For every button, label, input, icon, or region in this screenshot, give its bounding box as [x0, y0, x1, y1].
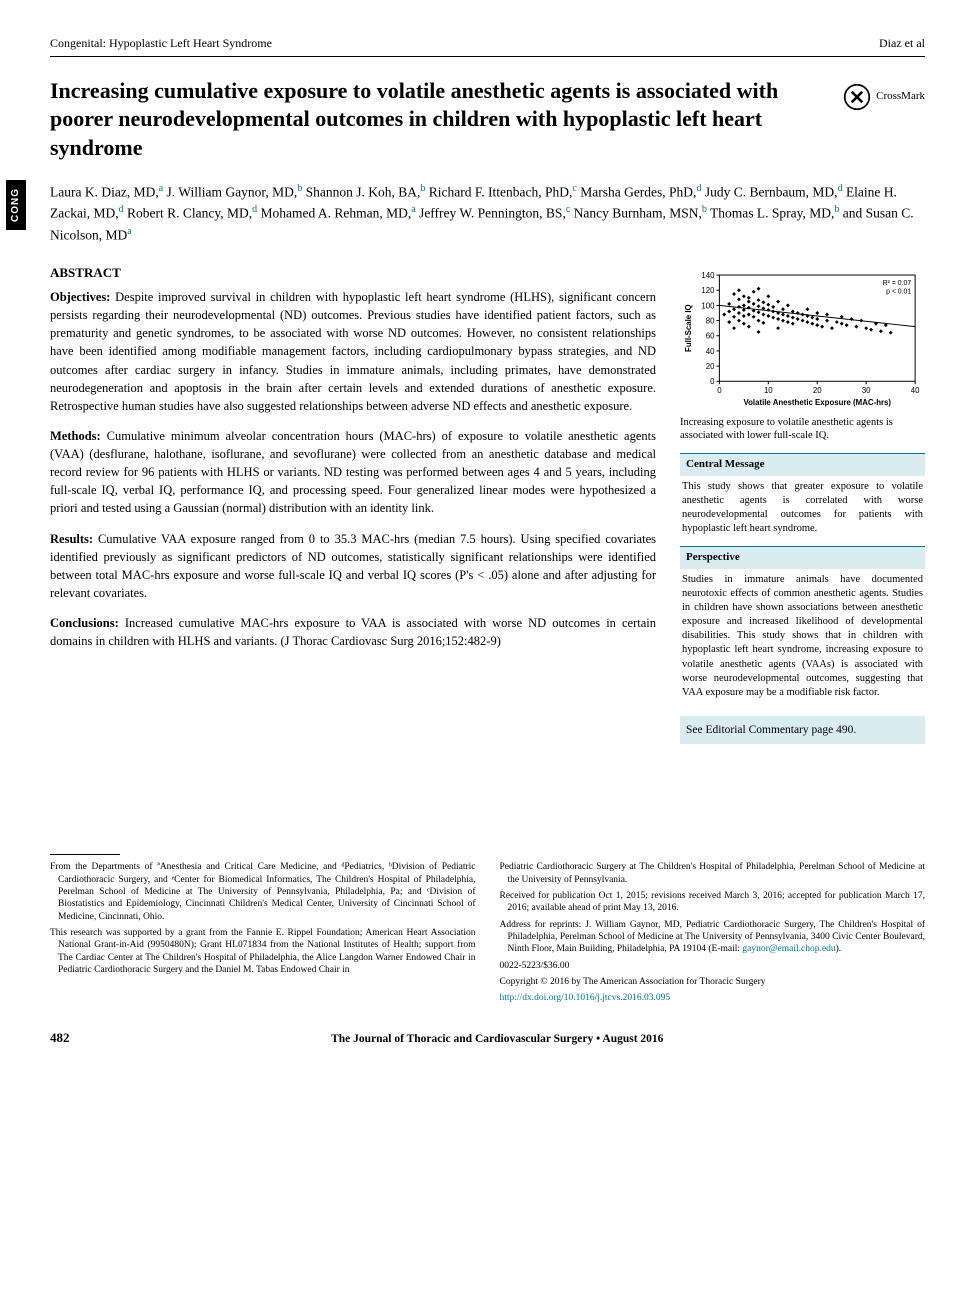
- author: Thomas L. Spray, MD,: [707, 206, 835, 221]
- email-link[interactable]: gaynor@email.chop.edu: [742, 944, 835, 954]
- footnote: From the Departments of ªAnesthesia and …: [50, 861, 476, 923]
- doi-link[interactable]: http://dx.doi.org/10.1016/j.jtcvs.2016.0…: [500, 993, 671, 1003]
- author: Jeffrey W. Pennington, BS,: [416, 206, 566, 221]
- author: Shannon J. Koh, BA,: [302, 184, 420, 199]
- footnote: http://dx.doi.org/10.1016/j.jtcvs.2016.0…: [500, 992, 926, 1004]
- svg-text:10: 10: [764, 386, 773, 395]
- svg-text:40: 40: [706, 347, 715, 356]
- header-left: Congenital: Hypoplastic Left Heart Syndr…: [50, 35, 272, 52]
- perspective-head: Perspective: [680, 546, 925, 568]
- footnote-separator: [50, 854, 120, 855]
- running-header: Congenital: Hypoplastic Left Heart Syndr…: [50, 35, 925, 57]
- svg-text:100: 100: [701, 301, 715, 310]
- figure-caption: Increasing exposure to volatile anesthet…: [680, 416, 925, 443]
- author: Nancy Burnham, MSN,: [570, 206, 702, 221]
- footnotes: From the Departments of ªAnesthesia and …: [50, 861, 925, 1008]
- svg-text:0: 0: [717, 386, 722, 395]
- author: Richard F. Ittenbach, PhD,: [425, 184, 572, 199]
- footnote: Pediatric Cardiothoracic Surgery at The …: [500, 861, 926, 886]
- central-message-head: Central Message: [680, 453, 925, 475]
- article-title: Increasing cumulative exposure to volati…: [50, 77, 823, 163]
- author: Mohamed A. Rehman, MD,: [257, 206, 411, 221]
- footnote: Received for publication Oct 1, 2015; re…: [500, 890, 926, 915]
- affiliation-marker: a: [127, 226, 131, 237]
- svg-text:140: 140: [701, 271, 715, 280]
- author: Marsha Gerdes, PhD,: [577, 184, 697, 199]
- footnote: 0022-5223/$36.00: [500, 960, 926, 972]
- svg-text:Full-Scale IQ: Full-Scale IQ: [684, 304, 693, 352]
- author: J. William Gaynor, MD,: [163, 184, 297, 199]
- header-right: Diaz et al: [879, 35, 925, 52]
- page-footer: 482 The Journal of Thoracic and Cardiova…: [50, 1029, 925, 1047]
- svg-text:0: 0: [710, 377, 715, 386]
- abstract-objectives: Objectives: Despite improved survival in…: [50, 288, 656, 415]
- section-tab: CONG: [6, 180, 26, 230]
- svg-text:p < 0.01: p < 0.01: [886, 289, 911, 296]
- svg-text:20: 20: [706, 362, 715, 371]
- svg-text:80: 80: [706, 316, 715, 325]
- abstract-heading: ABSTRACT: [50, 264, 656, 282]
- author: Laura K. Diaz, MD,: [50, 184, 159, 199]
- crossmark-label: CrossMark: [876, 89, 925, 104]
- footnote: Copyright © 2016 by The American Associa…: [500, 976, 926, 988]
- abstract-results: Results: Cumulative VAA exposure ranged …: [50, 530, 656, 603]
- svg-text:60: 60: [706, 332, 715, 341]
- crossmark-icon: [843, 83, 871, 111]
- perspective-body: Studies in immature animals have documen…: [680, 569, 925, 711]
- central-message-body: This study shows that greater exposure t…: [680, 476, 925, 547]
- svg-text:30: 30: [862, 386, 871, 395]
- svg-text:20: 20: [813, 386, 822, 395]
- svg-text:120: 120: [701, 286, 715, 295]
- footnote: Address for reprints: J. William Gaynor,…: [500, 919, 926, 956]
- author: Robert R. Clancy, MD,: [124, 206, 253, 221]
- abstract-conclusions: Conclusions: Increased cumulative MAC-hr…: [50, 614, 656, 650]
- see-commentary: See Editorial Commentary page 490.: [680, 716, 925, 744]
- svg-text:40: 40: [911, 386, 920, 395]
- page-number: 482: [50, 1029, 70, 1047]
- footnote: This research was supported by a grant f…: [50, 927, 476, 976]
- crossmark-badge[interactable]: CrossMark: [843, 83, 925, 111]
- abstract-methods: Methods: Cumulative minimum alveolar con…: [50, 427, 656, 518]
- svg-text:R² = 0.07: R² = 0.07: [883, 280, 912, 287]
- abstract: Objectives: Despite improved survival in…: [50, 288, 656, 650]
- journal-footer: The Journal of Thoracic and Cardiovascul…: [331, 1031, 663, 1047]
- sidebar-chart: 0 20 40 60 80 100 120 140 0 10 20 30 40 Volatile Anes…: [680, 264, 925, 410]
- authors-list: Laura K. Diaz, MD, a J. William Gaynor, M…: [50, 181, 925, 246]
- svg-text:Volatile Anesthetic Exposure (: Volatile Anesthetic Exposure (MAC-hrs): [743, 398, 891, 407]
- author: Judy C. Bernbaum, MD,: [701, 184, 837, 199]
